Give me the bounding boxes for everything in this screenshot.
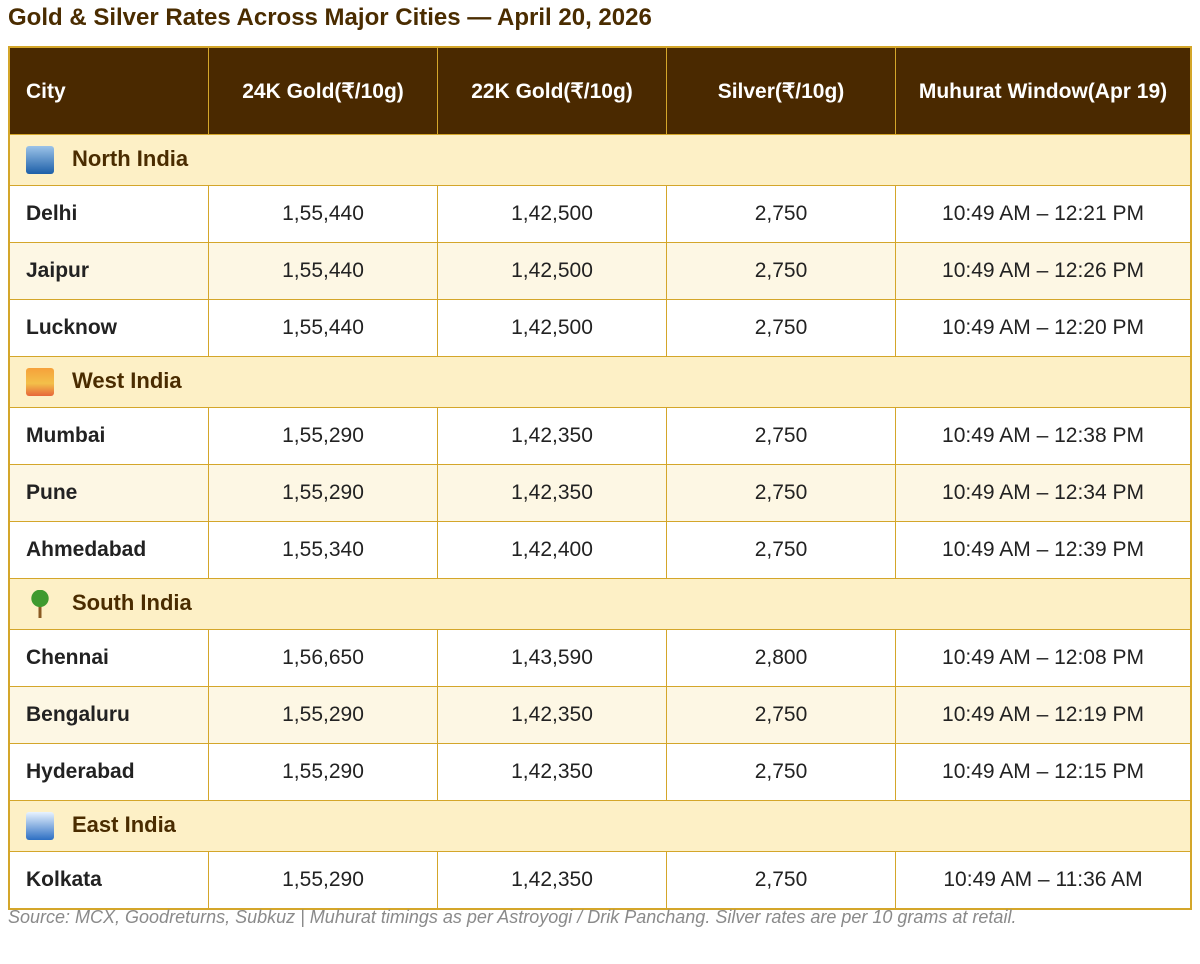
region-cell: West India xyxy=(8,356,1192,408)
table-row: Bengaluru 1,55,290 1,42,350 2,750 10:49 AM –… xyxy=(8,686,1192,744)
gold-22k-cell: 1,42,400 xyxy=(437,521,667,579)
city-cell: Jaipur xyxy=(8,242,209,300)
silver-cell: 2,750 xyxy=(666,242,896,300)
silver-cell: 2,750 xyxy=(666,407,896,465)
city-cell: Ahmedabad xyxy=(8,521,209,579)
gold-22k-cell: 1,42,350 xyxy=(437,851,667,910)
table-row: Pune 1,55,290 1,42,350 2,750 10:49 AM – 12:3… xyxy=(8,464,1192,522)
muhurat-cell: 10:49 AM – 12:19 PM xyxy=(895,686,1192,744)
muhurat-cell: 10:49 AM – 12:20 PM xyxy=(895,299,1192,357)
gold-22k-cell: 1,42,350 xyxy=(437,743,667,801)
gold-22k-cell: 1,42,350 xyxy=(437,686,667,744)
silver-cell: 2,800 xyxy=(666,629,896,687)
header-muhurat-window: Muhurat Window(Apr 19) xyxy=(895,46,1192,135)
region-row: North India xyxy=(8,134,1192,186)
region-cell: North India xyxy=(8,134,1192,186)
muhurat-cell: 10:49 AM – 12:38 PM xyxy=(895,407,1192,465)
table-header-row: City 24K Gold(₹/10g) 22K Gold(₹/10g) Sil… xyxy=(8,46,1192,135)
city-cell: Delhi xyxy=(8,185,209,243)
muhurat-cell: 10:49 AM – 12:34 PM xyxy=(895,464,1192,522)
muhurat-cell: 10:49 AM – 12:21 PM xyxy=(895,185,1192,243)
gold-22k-cell: 1,42,500 xyxy=(437,299,667,357)
city-cell: Chennai xyxy=(8,629,209,687)
muhurat-cell: 10:49 AM – 12:08 PM xyxy=(895,629,1192,687)
gold-24k-cell: 1,56,650 xyxy=(208,629,438,687)
palm-tree-icon xyxy=(26,590,54,619)
region-row: West India xyxy=(8,356,1192,408)
header-24k-gold: 24K Gold(₹/10g) xyxy=(208,46,438,135)
gold-22k-cell: 1,42,350 xyxy=(437,464,667,522)
city-cell: Mumbai xyxy=(8,407,209,465)
gold-22k-cell: 1,42,350 xyxy=(437,407,667,465)
source-footnote: Source: MCX, Goodreturns, Subkuz | Muhur… xyxy=(8,907,1017,927)
silver-cell: 2,750 xyxy=(666,185,896,243)
wave-icon xyxy=(26,812,54,841)
gold-24k-cell: 1,55,290 xyxy=(208,407,438,465)
sunrise-icon xyxy=(26,368,54,397)
table-row: Chennai 1,56,650 1,43,590 2,800 10:49 AM – 1… xyxy=(8,629,1192,687)
table-row: Kolkata 1,55,290 1,42,350 2,750 10:49 AM – 1… xyxy=(8,851,1192,910)
region-row: South India xyxy=(8,578,1192,630)
table-body: North India Delhi 1,55,440 1,42,500 2,750 10:… xyxy=(8,134,1192,910)
gold-24k-cell: 1,55,340 xyxy=(208,521,438,579)
gold-24k-cell: 1,55,440 xyxy=(208,185,438,243)
city-cell: Bengaluru xyxy=(8,686,209,744)
city-cell: Pune xyxy=(8,464,209,522)
page-title: Gold & Silver Rates Across Major Cities … xyxy=(8,4,652,31)
table-row: Lucknow 1,55,440 1,42,500 2,750 10:49 AM – 1… xyxy=(8,299,1192,357)
gold-24k-cell: 1,55,440 xyxy=(208,299,438,357)
gold-24k-cell: 1,55,440 xyxy=(208,242,438,300)
silver-cell: 2,750 xyxy=(666,743,896,801)
city-icon xyxy=(26,146,54,175)
region-cell: East India xyxy=(8,800,1192,852)
silver-cell: 2,750 xyxy=(666,464,896,522)
rates-table: City 24K Gold(₹/10g) 22K Gold(₹/10g) Sil… xyxy=(8,46,1192,910)
table-row: Jaipur 1,55,440 1,42,500 2,750 10:49 AM – 12… xyxy=(8,242,1192,300)
gold-24k-cell: 1,55,290 xyxy=(208,464,438,522)
table-row: Hyderabad 1,55,290 1,42,350 2,750 10:49 AM –… xyxy=(8,743,1192,801)
muhurat-cell: 10:49 AM – 12:26 PM xyxy=(895,242,1192,300)
gold-24k-cell: 1,55,290 xyxy=(208,743,438,801)
gold-22k-cell: 1,42,500 xyxy=(437,242,667,300)
region-row: East India xyxy=(8,800,1192,852)
header-silver: Silver(₹/10g) xyxy=(666,46,896,135)
header-city: City xyxy=(8,46,209,135)
table-row: Ahmedabad 1,55,340 1,42,400 2,750 10:49 AM –… xyxy=(8,521,1192,579)
silver-cell: 2,750 xyxy=(666,521,896,579)
silver-cell: 2,750 xyxy=(666,686,896,744)
region-name: North India xyxy=(72,145,189,171)
header-22k-gold: 22K Gold(₹/10g) xyxy=(437,46,667,135)
silver-cell: 2,750 xyxy=(666,299,896,357)
region-name: East India xyxy=(72,811,176,837)
silver-cell: 2,750 xyxy=(666,851,896,910)
muhurat-cell: 10:49 AM – 12:15 PM xyxy=(895,743,1192,801)
city-cell: Kolkata xyxy=(8,851,209,910)
city-cell: Hyderabad xyxy=(8,743,209,801)
gold-22k-cell: 1,42,500 xyxy=(437,185,667,243)
gold-22k-cell: 1,43,590 xyxy=(437,629,667,687)
table-row: Mumbai 1,55,290 1,42,350 2,750 10:49 AM – 12… xyxy=(8,407,1192,465)
muhurat-cell: 10:49 AM – 11:36 AM xyxy=(895,851,1192,910)
table-row: Delhi 1,55,440 1,42,500 2,750 10:49 AM – 12:… xyxy=(8,185,1192,243)
region-name: South India xyxy=(72,589,192,615)
region-cell: South India xyxy=(8,578,1192,630)
region-name: West India xyxy=(72,367,182,393)
muhurat-cell: 10:49 AM – 12:39 PM xyxy=(895,521,1192,579)
city-cell: Lucknow xyxy=(8,299,209,357)
gold-24k-cell: 1,55,290 xyxy=(208,851,438,910)
gold-24k-cell: 1,55,290 xyxy=(208,686,438,744)
